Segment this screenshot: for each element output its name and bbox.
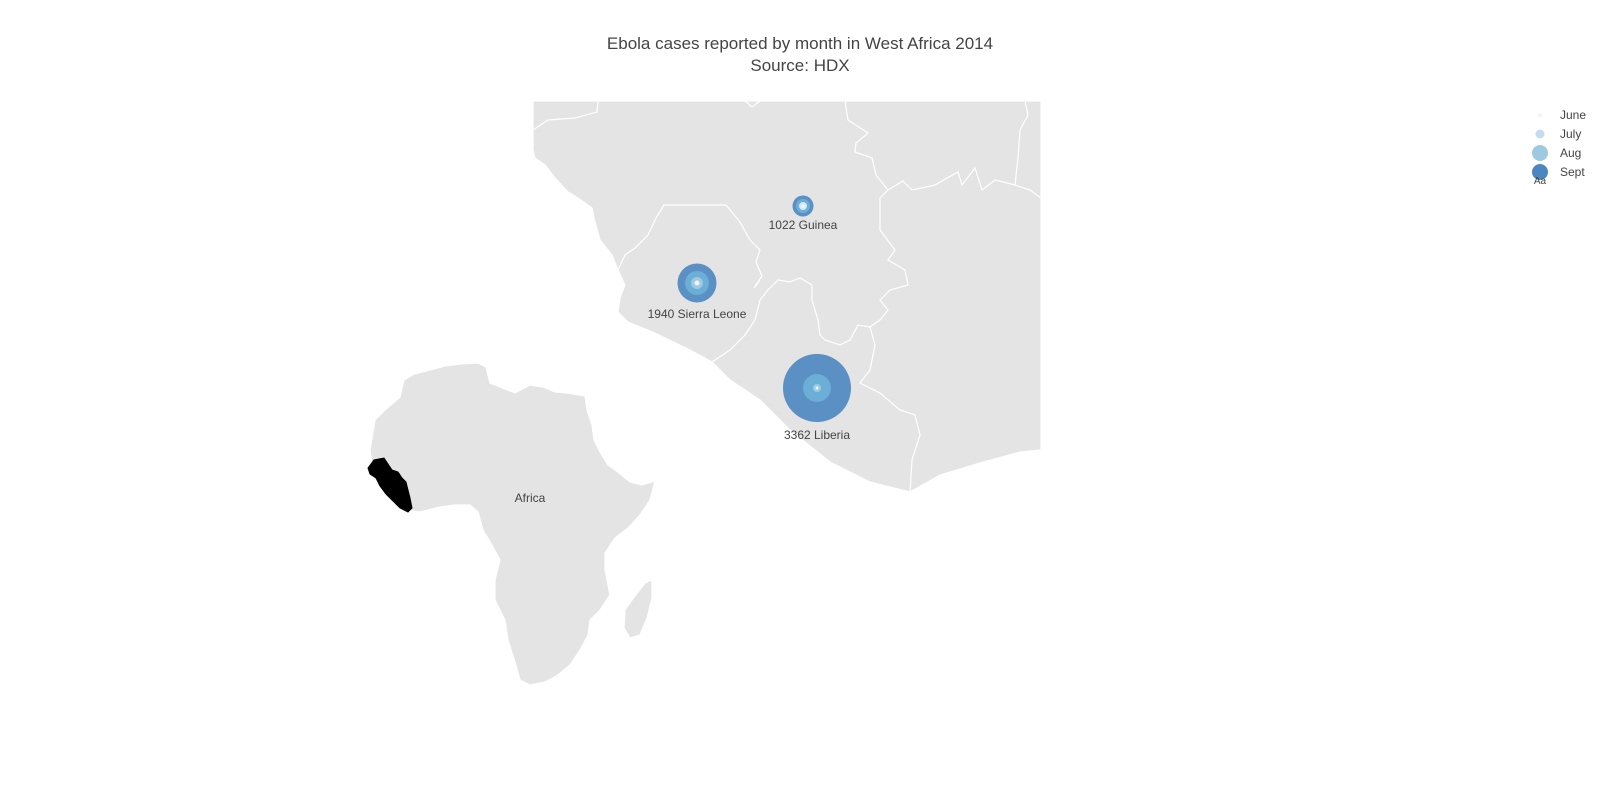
africa-continent [369,362,656,686]
highlight-west-africa [367,457,413,513]
svg-text:June: June [1560,108,1586,122]
label-guinea: 1022 Guinea [769,218,838,232]
marker-guinea[interactable] [792,195,814,217]
legend[interactable]: June July Aug Sept Aa [1532,108,1586,187]
legend-item-sept[interactable]: Sept [1532,164,1585,180]
inset-label-africa: Africa [515,491,546,505]
label-liberia: 3362 Liberia [784,428,850,442]
map-titles: Ebola cases reported by month in West Af… [0,33,1600,77]
legend-glyph: Aa [1534,176,1547,187]
svg-text:July: July [1560,127,1581,141]
main-map[interactable] [533,101,1041,493]
madagascar [623,579,653,639]
legend-item-aug[interactable]: Aug [1532,145,1581,161]
map-title: Ebola cases reported by month in West Af… [606,34,994,53]
svg-text:Sept: Sept [1560,165,1585,179]
marker-sierra-leone[interactable] [677,263,717,303]
land-mass [533,101,1041,493]
label-sierra-leone: 1940 Sierra Leone [648,307,747,321]
legend-item-june[interactable]: June [1538,108,1586,122]
map-subtitle: Source: HDX [750,56,850,75]
legend-item-july[interactable]: July [1535,127,1582,141]
marker-liberia[interactable] [783,354,851,422]
country-borders [533,101,1041,493]
africa-inset[interactable]: Africa [367,362,656,686]
svg-text:Aug: Aug [1560,146,1581,160]
